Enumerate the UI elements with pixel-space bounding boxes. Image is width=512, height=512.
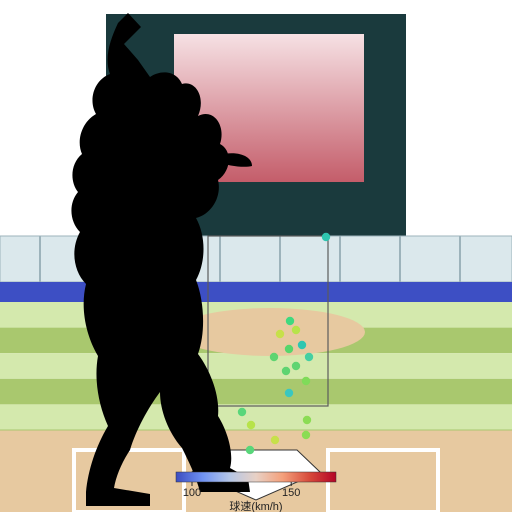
legend-tick: 100: [183, 487, 201, 499]
pitchers-mound: [175, 308, 365, 356]
legend-label: 球速(km/h): [229, 499, 282, 512]
pitch-chart: 100 150球速(km/h): [0, 0, 512, 512]
outfield-wall: [0, 282, 512, 302]
legend-bar: [176, 472, 336, 482]
legend-tick: 150: [282, 487, 300, 499]
